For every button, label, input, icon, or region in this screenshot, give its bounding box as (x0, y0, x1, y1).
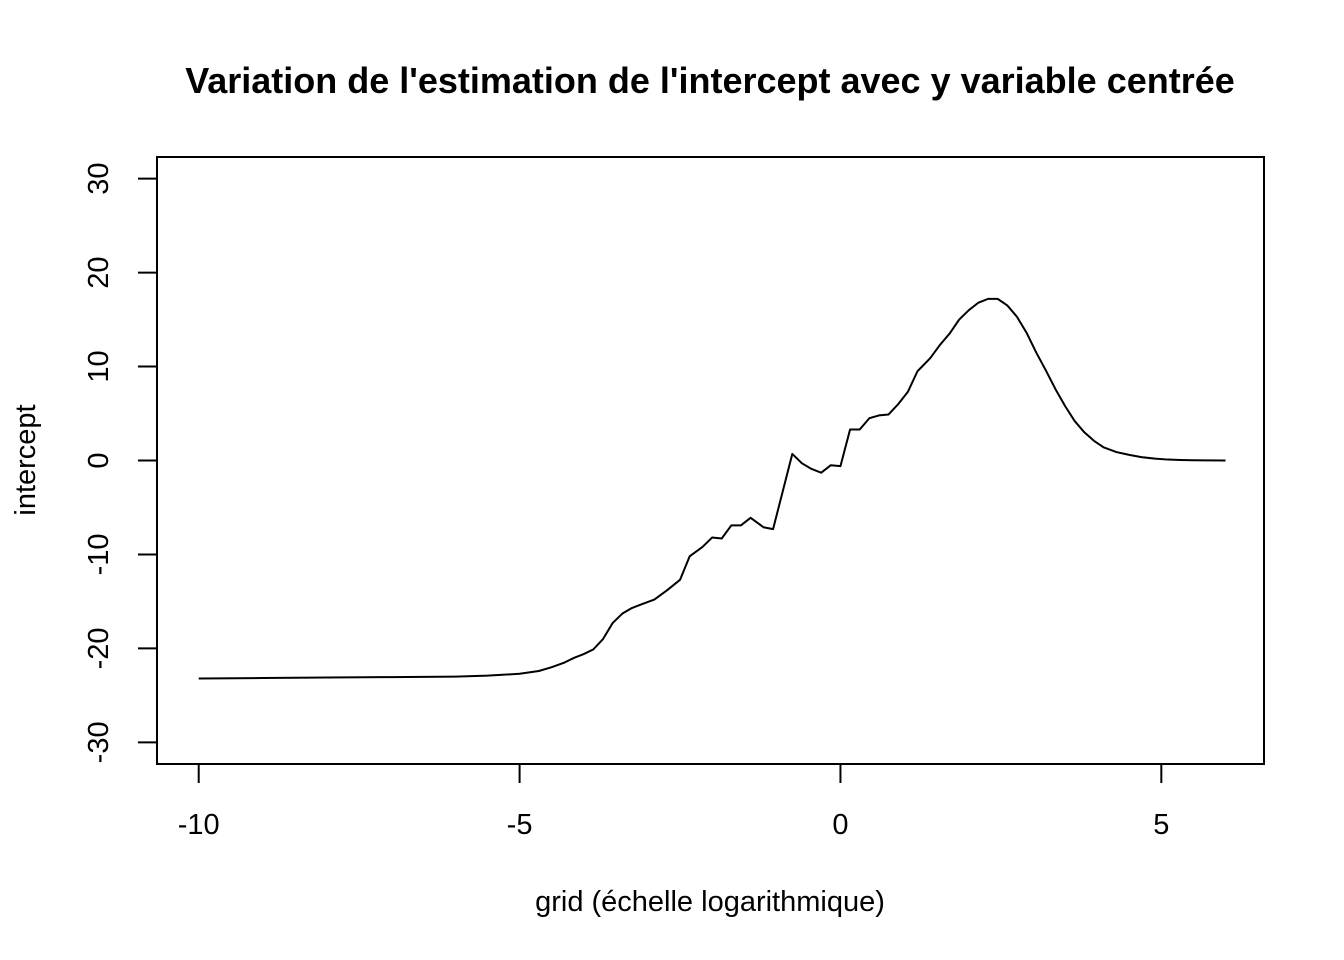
chart-title: Variation de l'estimation de l'intercept… (185, 60, 1235, 101)
plot-frame (156, 156, 1265, 765)
y-tick-label: 0 (83, 452, 115, 468)
x-tick-label: 5 (1153, 809, 1169, 841)
y-axis-label: intercept (10, 404, 42, 515)
x-axis-label: grid (échelle logarithmique) (535, 886, 885, 918)
x-tick-label: -10 (178, 809, 220, 841)
y-tick-label: -30 (83, 721, 115, 763)
series-line (198, 297, 1226, 680)
y-tick-label: 30 (83, 162, 115, 194)
y-tick-label: -20 (83, 627, 115, 669)
x-tick-label: 0 (832, 809, 848, 841)
x-axis: -10 -5 0 5 (178, 763, 1169, 841)
series-group (198, 297, 1226, 680)
y-tick-label: 10 (83, 350, 115, 382)
y-axis: -30 -20 -10 0 10 20 30 (83, 162, 158, 763)
y-tick-label: -10 (83, 534, 115, 576)
x-tick-label: -5 (507, 809, 533, 841)
y-tick-label: 20 (83, 256, 115, 288)
